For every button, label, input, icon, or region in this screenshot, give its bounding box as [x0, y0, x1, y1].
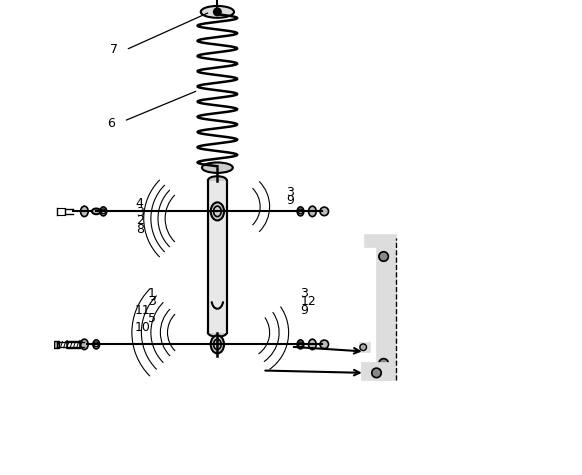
- Ellipse shape: [201, 6, 234, 18]
- Ellipse shape: [208, 176, 227, 185]
- Circle shape: [372, 368, 381, 378]
- Bar: [55, 341, 59, 348]
- Ellipse shape: [208, 328, 227, 337]
- Bar: [365, 235, 396, 247]
- Ellipse shape: [297, 207, 304, 216]
- Circle shape: [320, 207, 328, 216]
- Text: 3: 3: [136, 206, 144, 219]
- Text: 10: 10: [135, 321, 151, 334]
- Bar: [360, 343, 370, 352]
- Text: 7: 7: [109, 43, 118, 57]
- Text: 12: 12: [300, 295, 316, 308]
- Ellipse shape: [202, 162, 233, 173]
- Circle shape: [214, 8, 221, 16]
- Text: 4: 4: [136, 197, 144, 210]
- Bar: [377, 238, 396, 380]
- Text: 3: 3: [286, 186, 294, 199]
- Circle shape: [379, 252, 388, 261]
- Circle shape: [320, 340, 328, 349]
- Ellipse shape: [211, 202, 224, 220]
- Ellipse shape: [308, 206, 316, 217]
- Text: 3: 3: [148, 295, 155, 308]
- Text: 9: 9: [300, 304, 308, 317]
- Text: 3: 3: [300, 286, 308, 300]
- Ellipse shape: [80, 339, 88, 350]
- Ellipse shape: [308, 339, 316, 350]
- Ellipse shape: [100, 207, 107, 216]
- Bar: [362, 363, 391, 380]
- Text: 11: 11: [135, 304, 151, 317]
- Text: 2: 2: [136, 214, 144, 228]
- Circle shape: [379, 359, 388, 368]
- Circle shape: [360, 344, 367, 351]
- Text: 5: 5: [148, 312, 155, 325]
- Ellipse shape: [80, 206, 88, 217]
- Text: 1: 1: [148, 286, 155, 300]
- Text: 6: 6: [107, 117, 115, 130]
- Ellipse shape: [297, 340, 304, 349]
- Bar: [208, 180, 227, 332]
- Ellipse shape: [211, 335, 224, 353]
- Text: 8: 8: [136, 223, 144, 236]
- Text: 9: 9: [286, 194, 294, 208]
- Ellipse shape: [92, 209, 101, 214]
- Ellipse shape: [93, 340, 100, 349]
